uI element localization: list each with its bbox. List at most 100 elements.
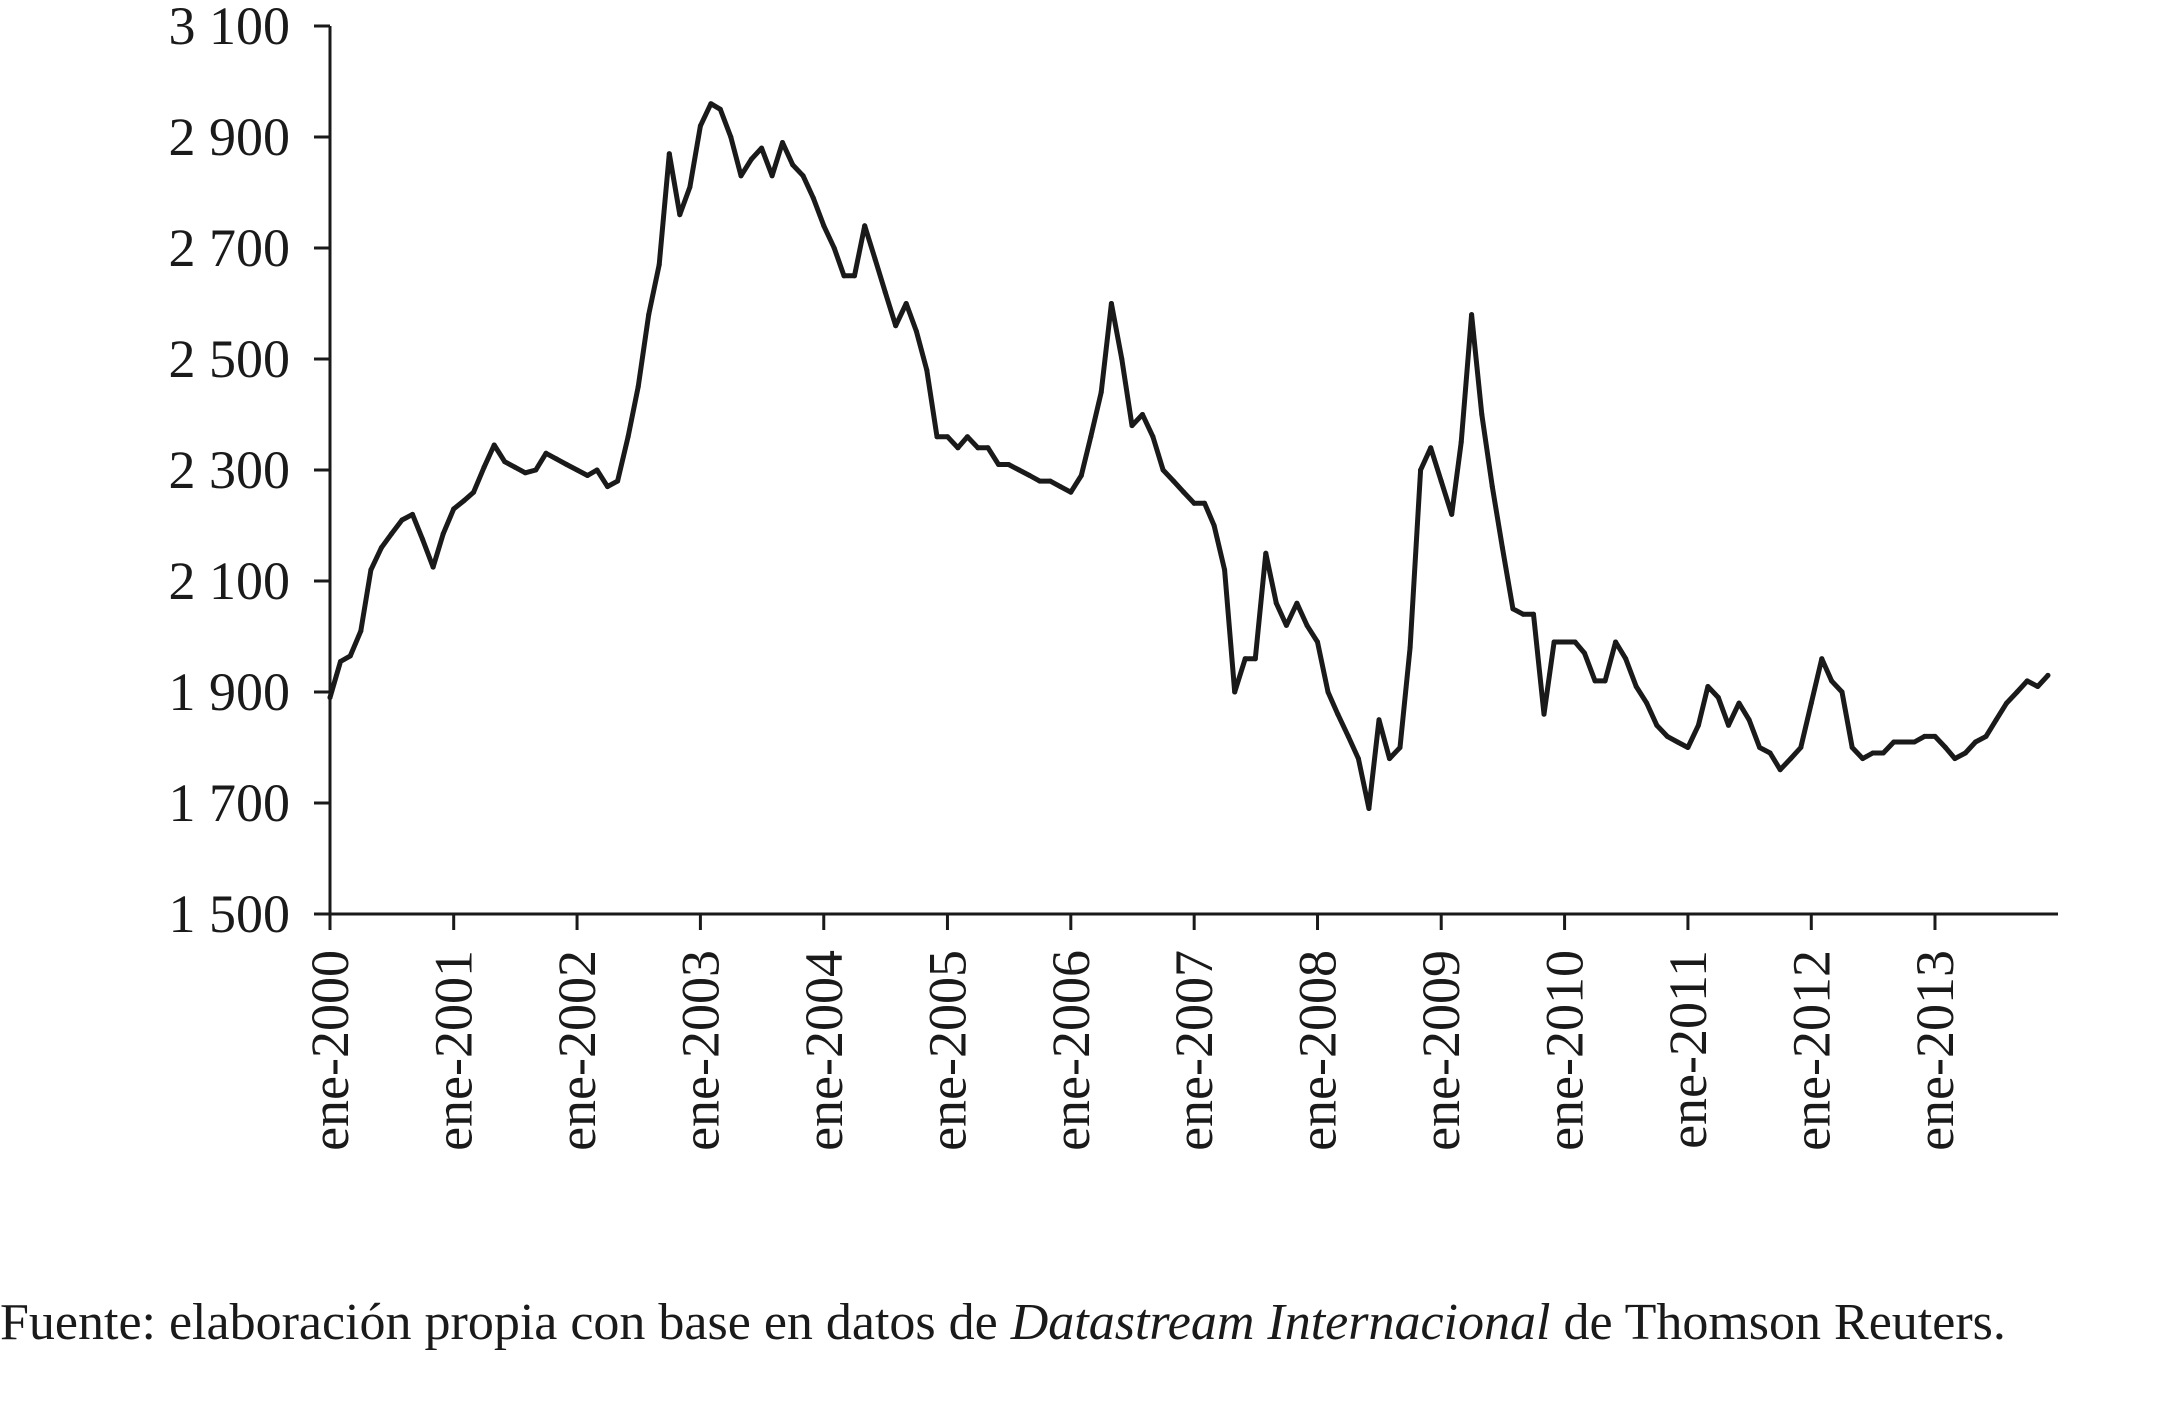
data-point [1211,523,1217,528]
data-point [1695,722,1701,728]
data-point [810,195,816,201]
data-point [996,462,1001,467]
data-point [1047,478,1053,484]
data-point [1911,739,1917,745]
data-point [1891,739,1897,745]
data-point [2045,672,2051,678]
x-tick-label: ene-2000 [300,950,360,1151]
data-point [1006,462,1012,467]
data-point [553,456,559,462]
data-point [1252,656,1258,662]
data-point [821,223,827,229]
data-point [882,289,888,295]
data-point [327,695,333,700]
data-point [780,140,785,145]
data-point [481,464,487,470]
data-point [1222,567,1228,573]
data-point [1510,606,1516,612]
data-point [1922,733,1927,739]
data-point [1623,656,1629,662]
data-point [471,489,477,495]
data-point [533,467,539,473]
data-point [1952,756,1958,762]
data-point [1736,700,1742,706]
data-point [1119,356,1125,362]
data-point [1108,301,1114,306]
data-point [1675,739,1680,745]
data-point [1242,656,1248,662]
data-point [1932,733,1938,739]
data-point [975,445,981,451]
data-point [1788,756,1794,762]
data-point [1819,656,1825,662]
data-point [656,262,662,268]
data-point [1171,478,1177,484]
data-point [347,653,353,659]
data-point [666,151,672,157]
data-point [1757,745,1763,750]
data-point [1664,733,1670,739]
x-axis: ene-2000 ene-2001 ene-2002 ene-2003 ene-2004… [300,912,2058,1151]
data-point [1746,717,1752,723]
data-point [1943,745,1948,750]
data-point [2035,684,2041,689]
data-point [522,470,528,476]
data-point [420,536,426,542]
data-point [451,506,457,512]
x-tick-label: ene-2011 [1658,950,1718,1149]
data-point [1767,750,1773,756]
data-point [1962,750,1968,756]
data-point [1057,484,1063,490]
data-point [1088,434,1094,440]
data-point [1428,445,1434,451]
data-point [585,473,590,478]
data-point [1315,639,1320,645]
data-point [635,384,641,390]
data-point [502,459,508,465]
x-tick-label: ene-2001 [424,950,484,1151]
data-point [1376,717,1382,723]
data-point [748,156,754,162]
data-point [1983,733,1989,739]
data-point [1366,806,1372,811]
data-point [677,212,683,218]
data-point [338,659,343,664]
data-point [1531,611,1536,617]
data-point [1273,600,1279,606]
data-point [1705,684,1711,689]
data-point [564,462,570,467]
y-tick-label: 1 900 [169,662,291,722]
data-point [1232,689,1238,695]
data-point [1160,467,1166,473]
data-point [1294,600,1300,606]
data-point [1150,434,1156,440]
data-point [1283,622,1289,628]
data-point [1562,639,1568,645]
data-point [615,478,621,484]
x-tick-label: ene-2012 [1781,950,1841,1151]
y-tick-label: 2 700 [169,218,291,278]
data-point [1397,745,1403,750]
data-point [2014,689,2020,695]
data-point [594,467,600,473]
data-point [1520,611,1526,617]
data-point [945,434,950,440]
data-point [1387,756,1392,762]
data-point [831,245,837,251]
data-point [759,145,765,151]
data-point [512,464,518,470]
data-point [543,450,549,456]
data-point [1870,750,1876,756]
data-point [378,545,384,551]
data-point [1654,722,1660,728]
source-note-text: Fuente: elaboración propia con base en d… [0,1294,1011,1351]
data-point [1726,722,1731,728]
data-point [1829,678,1835,684]
x-tick-label: ene-2006 [1041,950,1101,1151]
data-point [1129,423,1135,429]
data-point [1181,489,1187,495]
y-tick-label: 1 500 [169,884,291,944]
source-note-dataset: Datastream Internacional [1010,1294,1551,1351]
series-layer [327,101,2051,811]
data-point [893,323,899,329]
